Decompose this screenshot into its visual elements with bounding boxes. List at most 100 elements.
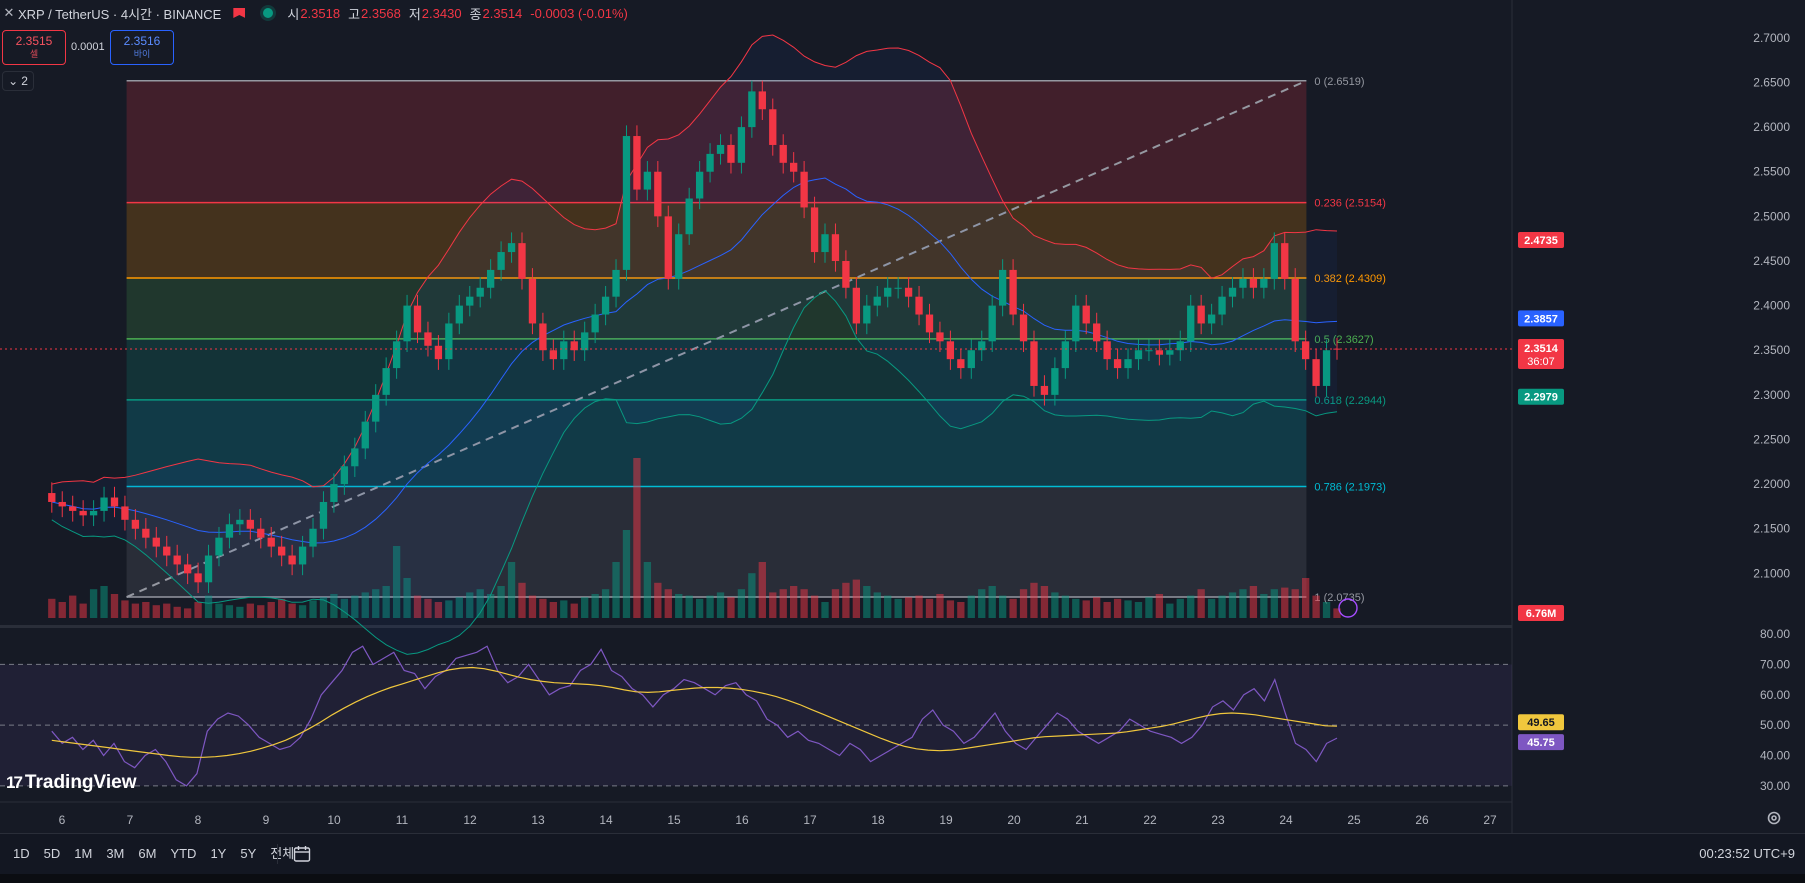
candle-body [48, 493, 56, 502]
candle-body [894, 287, 902, 289]
candle-body [1030, 341, 1038, 386]
rsi-axis-tick: 50.00 [1760, 718, 1790, 732]
volume-bar [445, 600, 453, 618]
rsi-ma-tag: 49.65 [1527, 717, 1555, 729]
price-axis-tick: 2.3000 [1753, 388, 1790, 402]
indicators-toggle-button[interactable]: ⌄ 2 [2, 71, 34, 91]
candle-body [100, 497, 108, 511]
candle-body [685, 198, 693, 235]
volume-bar [1124, 600, 1132, 618]
time-axis-tick: 7 [127, 813, 134, 827]
range-ytd-button[interactable]: YTD [170, 846, 197, 861]
open-value: 2.3518 [300, 5, 341, 21]
fib-level-label: 0 (2.6519) [1314, 76, 1364, 88]
volume-bar [1113, 598, 1122, 618]
candle-body [737, 127, 746, 163]
range-6m-button[interactable]: 6M [138, 846, 157, 861]
current-price-tag-bg [1518, 338, 1564, 369]
price-axis-tick: 2.6500 [1753, 75, 1790, 89]
calendar-goto-icon[interactable] [292, 844, 312, 864]
fib-level-label: 0.618 (2.2944) [1314, 395, 1386, 407]
volume-bar [1281, 587, 1289, 618]
volume-bar [790, 586, 798, 618]
candle-body [633, 136, 641, 190]
candle-body [497, 252, 505, 270]
candle-body [1103, 341, 1111, 360]
candle-body [518, 243, 526, 279]
rsi-axis-tick: 60.00 [1760, 688, 1790, 702]
range-1y-button[interactable]: 1Y [210, 846, 227, 861]
candle-body [142, 528, 150, 538]
candle-body [486, 269, 495, 288]
flag-icon[interactable] [233, 8, 246, 18]
volume-bar [957, 602, 965, 618]
range-all-button[interactable]: 전체 [270, 846, 295, 861]
fib-zone [126, 399, 1307, 487]
volume-bar [257, 605, 265, 618]
time-axis-tick: 15 [667, 813, 681, 827]
candle-body [298, 546, 307, 565]
range-1d-button[interactable]: 1D [13, 846, 30, 861]
rsi-ma-line [51, 666, 1338, 758]
volume-bar [173, 606, 181, 618]
bottom-toolbar: 1D 5D 1M 3M 6M YTD 1Y 5Y 전체 00:23:52 UTC… [0, 833, 1805, 874]
gear-icon[interactable] [1766, 810, 1782, 826]
volume-bar [842, 582, 850, 618]
volume-bar [1061, 595, 1069, 618]
volume-bar [998, 595, 1007, 618]
range-5d-button[interactable]: 5D [43, 846, 61, 861]
range-5y-button[interactable]: 5Y [240, 846, 257, 861]
volume-bar [246, 603, 254, 618]
volume-bar [821, 602, 829, 618]
candle-body [288, 555, 296, 565]
change-value: -0.0003 (-0.01%) [530, 5, 628, 21]
candle-body [1322, 350, 1331, 386]
candle-body [351, 448, 359, 467]
volume-bar [507, 562, 516, 618]
volume-bar [748, 573, 756, 618]
sell-button[interactable]: 2.3515 셀 [2, 30, 66, 65]
tradingview-logo[interactable]: 17 TradingView [6, 772, 137, 794]
candle-body [194, 573, 202, 583]
candle-body [163, 546, 171, 556]
candle-body [1239, 278, 1247, 288]
volume-bar [1322, 602, 1331, 618]
volume-bar [1197, 589, 1205, 618]
volume-bar [58, 602, 66, 618]
open-label: 시 [287, 6, 300, 22]
volume-bar [1176, 598, 1184, 618]
bollinger-basis-line [51, 177, 1338, 544]
candle-body [664, 216, 672, 279]
volume-bar [946, 600, 955, 618]
candle-body [539, 323, 547, 351]
close-symbol-icon[interactable]: ✕ [3, 5, 15, 20]
buy-button[interactable]: 2.3516 바이 [110, 30, 174, 65]
candle-body [1333, 348, 1341, 350]
time-axis-tick: 14 [599, 813, 613, 827]
volume-bar [904, 597, 913, 618]
volume-bar [800, 589, 808, 618]
volume-bar [1030, 582, 1038, 618]
volume-bar [1249, 586, 1258, 618]
high-value: 2.3568 [361, 5, 401, 21]
candle-body [821, 234, 829, 253]
price-axis-background [1512, 0, 1805, 833]
volume-bar [48, 598, 56, 618]
symbol-title[interactable]: XRP / TetherUS · 4시간 · BINANCE [18, 6, 222, 22]
sell-label: 셀 [29, 48, 39, 59]
candle-body [967, 350, 975, 369]
bb-lower-price-tag-bg [1518, 388, 1564, 405]
volume-bar [1187, 595, 1195, 618]
candle-body [748, 91, 756, 128]
symbol-header: ✕ XRP / TetherUS · 4시간 · BINANCE 시 2.351… [0, 0, 636, 26]
time-axis-tick: 23 [1211, 813, 1225, 827]
candle-body [1312, 359, 1320, 386]
fib-zone [126, 202, 1307, 279]
clock-timezone[interactable]: 00:23:52 UTC+9 [1699, 846, 1795, 861]
range-1m-button[interactable]: 1M [74, 846, 93, 861]
volume-bar [351, 595, 359, 618]
time-axis-tick: 22 [1143, 813, 1157, 827]
range-3m-button[interactable]: 3M [106, 846, 125, 861]
volume-bar [1291, 589, 1299, 618]
